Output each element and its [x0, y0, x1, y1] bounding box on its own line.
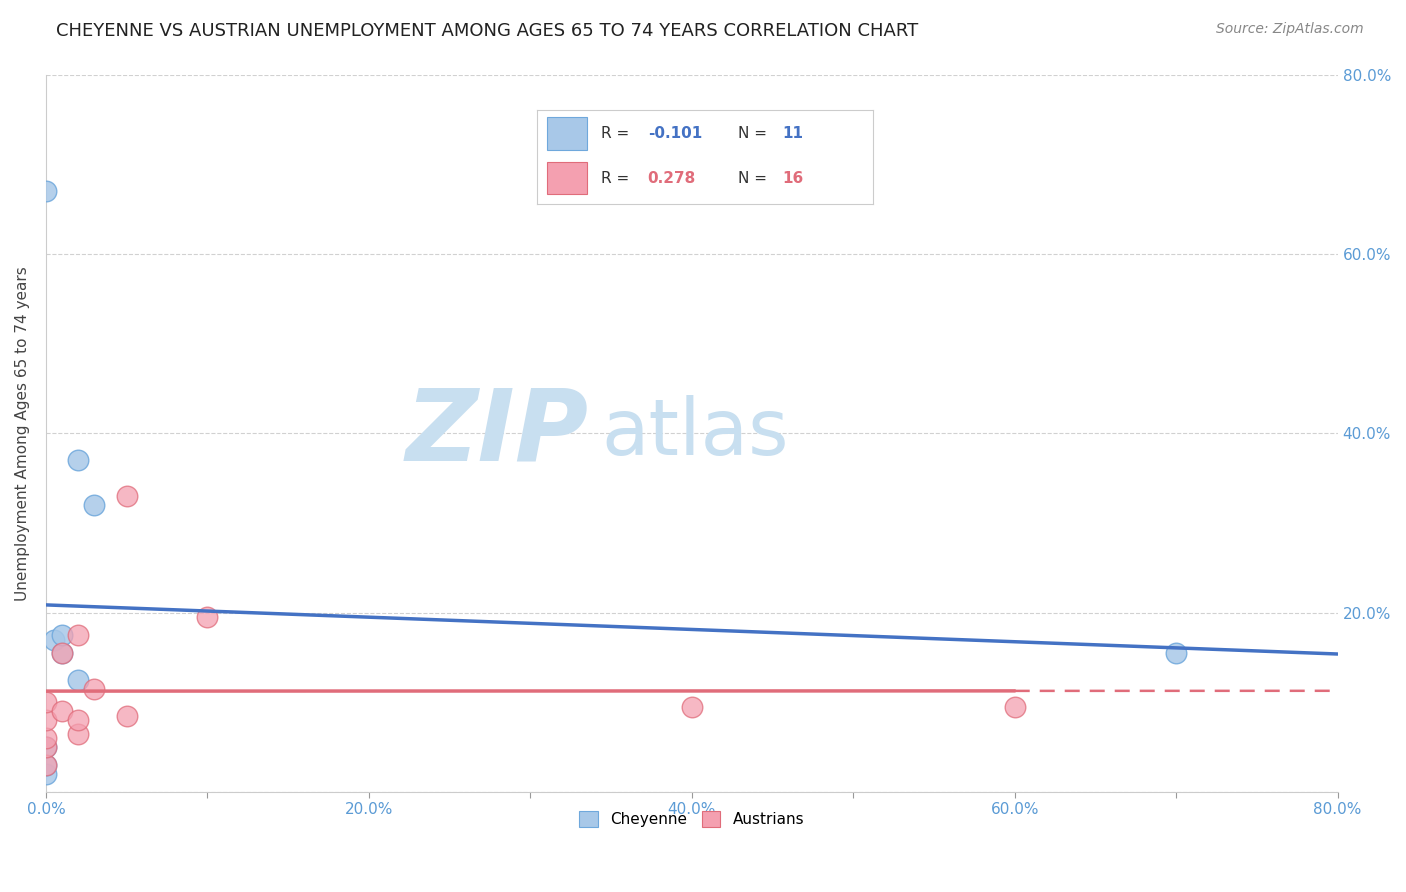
Point — [51, 628, 73, 642]
Point — [1166, 646, 1188, 660]
Text: atlas: atlas — [602, 395, 789, 471]
Text: CHEYENNE VS AUSTRIAN UNEMPLOYMENT AMONG AGES 65 TO 74 YEARS CORRELATION CHART: CHEYENNE VS AUSTRIAN UNEMPLOYMENT AMONG … — [56, 22, 918, 40]
Point — [51, 646, 73, 660]
Point — [35, 767, 58, 781]
Point — [35, 758, 58, 772]
Point — [35, 740, 58, 755]
Point — [681, 699, 703, 714]
Point — [67, 628, 90, 642]
Text: Source: ZipAtlas.com: Source: ZipAtlas.com — [1216, 22, 1364, 37]
Point — [83, 681, 105, 696]
Point — [115, 489, 138, 503]
Point — [51, 646, 73, 660]
Point — [115, 708, 138, 723]
Point — [35, 758, 58, 772]
Point — [35, 740, 58, 755]
Point — [35, 713, 58, 727]
Y-axis label: Unemployment Among Ages 65 to 74 years: Unemployment Among Ages 65 to 74 years — [15, 266, 30, 600]
Point — [67, 726, 90, 740]
Point — [67, 713, 90, 727]
Legend: Cheyenne, Austrians: Cheyenne, Austrians — [572, 804, 811, 835]
Point — [35, 731, 58, 746]
Point — [67, 453, 90, 467]
Point — [1004, 699, 1026, 714]
Point — [35, 184, 58, 198]
Point — [51, 704, 73, 718]
Point — [197, 610, 219, 624]
Point — [35, 695, 58, 709]
Text: ZIP: ZIP — [405, 384, 589, 482]
Point — [83, 498, 105, 512]
Point — [67, 673, 90, 687]
Point — [42, 632, 65, 647]
